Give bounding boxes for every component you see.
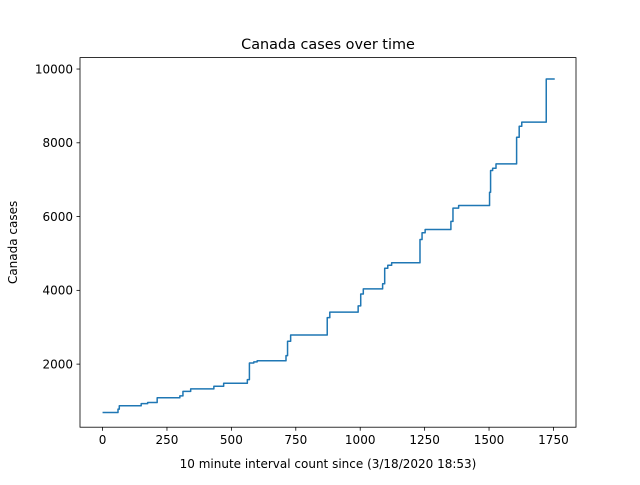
- x-tick-label: 1000: [345, 433, 376, 447]
- y-axis-label: Canada cases: [6, 201, 20, 284]
- y-tick-label: 8000: [42, 136, 73, 150]
- x-tick-label: 1750: [538, 433, 569, 447]
- plot-frame: [79, 57, 577, 428]
- y-tick-label: 10000: [35, 62, 73, 76]
- y-tick-label: 4000: [42, 284, 73, 298]
- plot-background: [80, 57, 576, 428]
- y-tick-label: 2000: [42, 357, 73, 371]
- x-axis-label: 10 minute interval count since (3/18/202…: [180, 457, 477, 471]
- x-tick-label: 1250: [409, 433, 440, 447]
- x-axis-ticks: 0 250 500 750 1000 1250 1500 1750: [99, 427, 569, 447]
- x-tick-label: 250: [156, 433, 179, 447]
- y-tick-label: 6000: [42, 210, 73, 224]
- x-tick-label: 500: [220, 433, 243, 447]
- x-tick-label: 750: [284, 433, 307, 447]
- series-line-canada-cases: [102, 78, 555, 414]
- chart-title: Canada cases over time: [241, 37, 415, 53]
- x-tick-label: 1500: [474, 433, 505, 447]
- y-axis-ticks: 2000 4000 6000 8000 10000: [35, 62, 80, 371]
- x-tick-label: 0: [99, 433, 107, 447]
